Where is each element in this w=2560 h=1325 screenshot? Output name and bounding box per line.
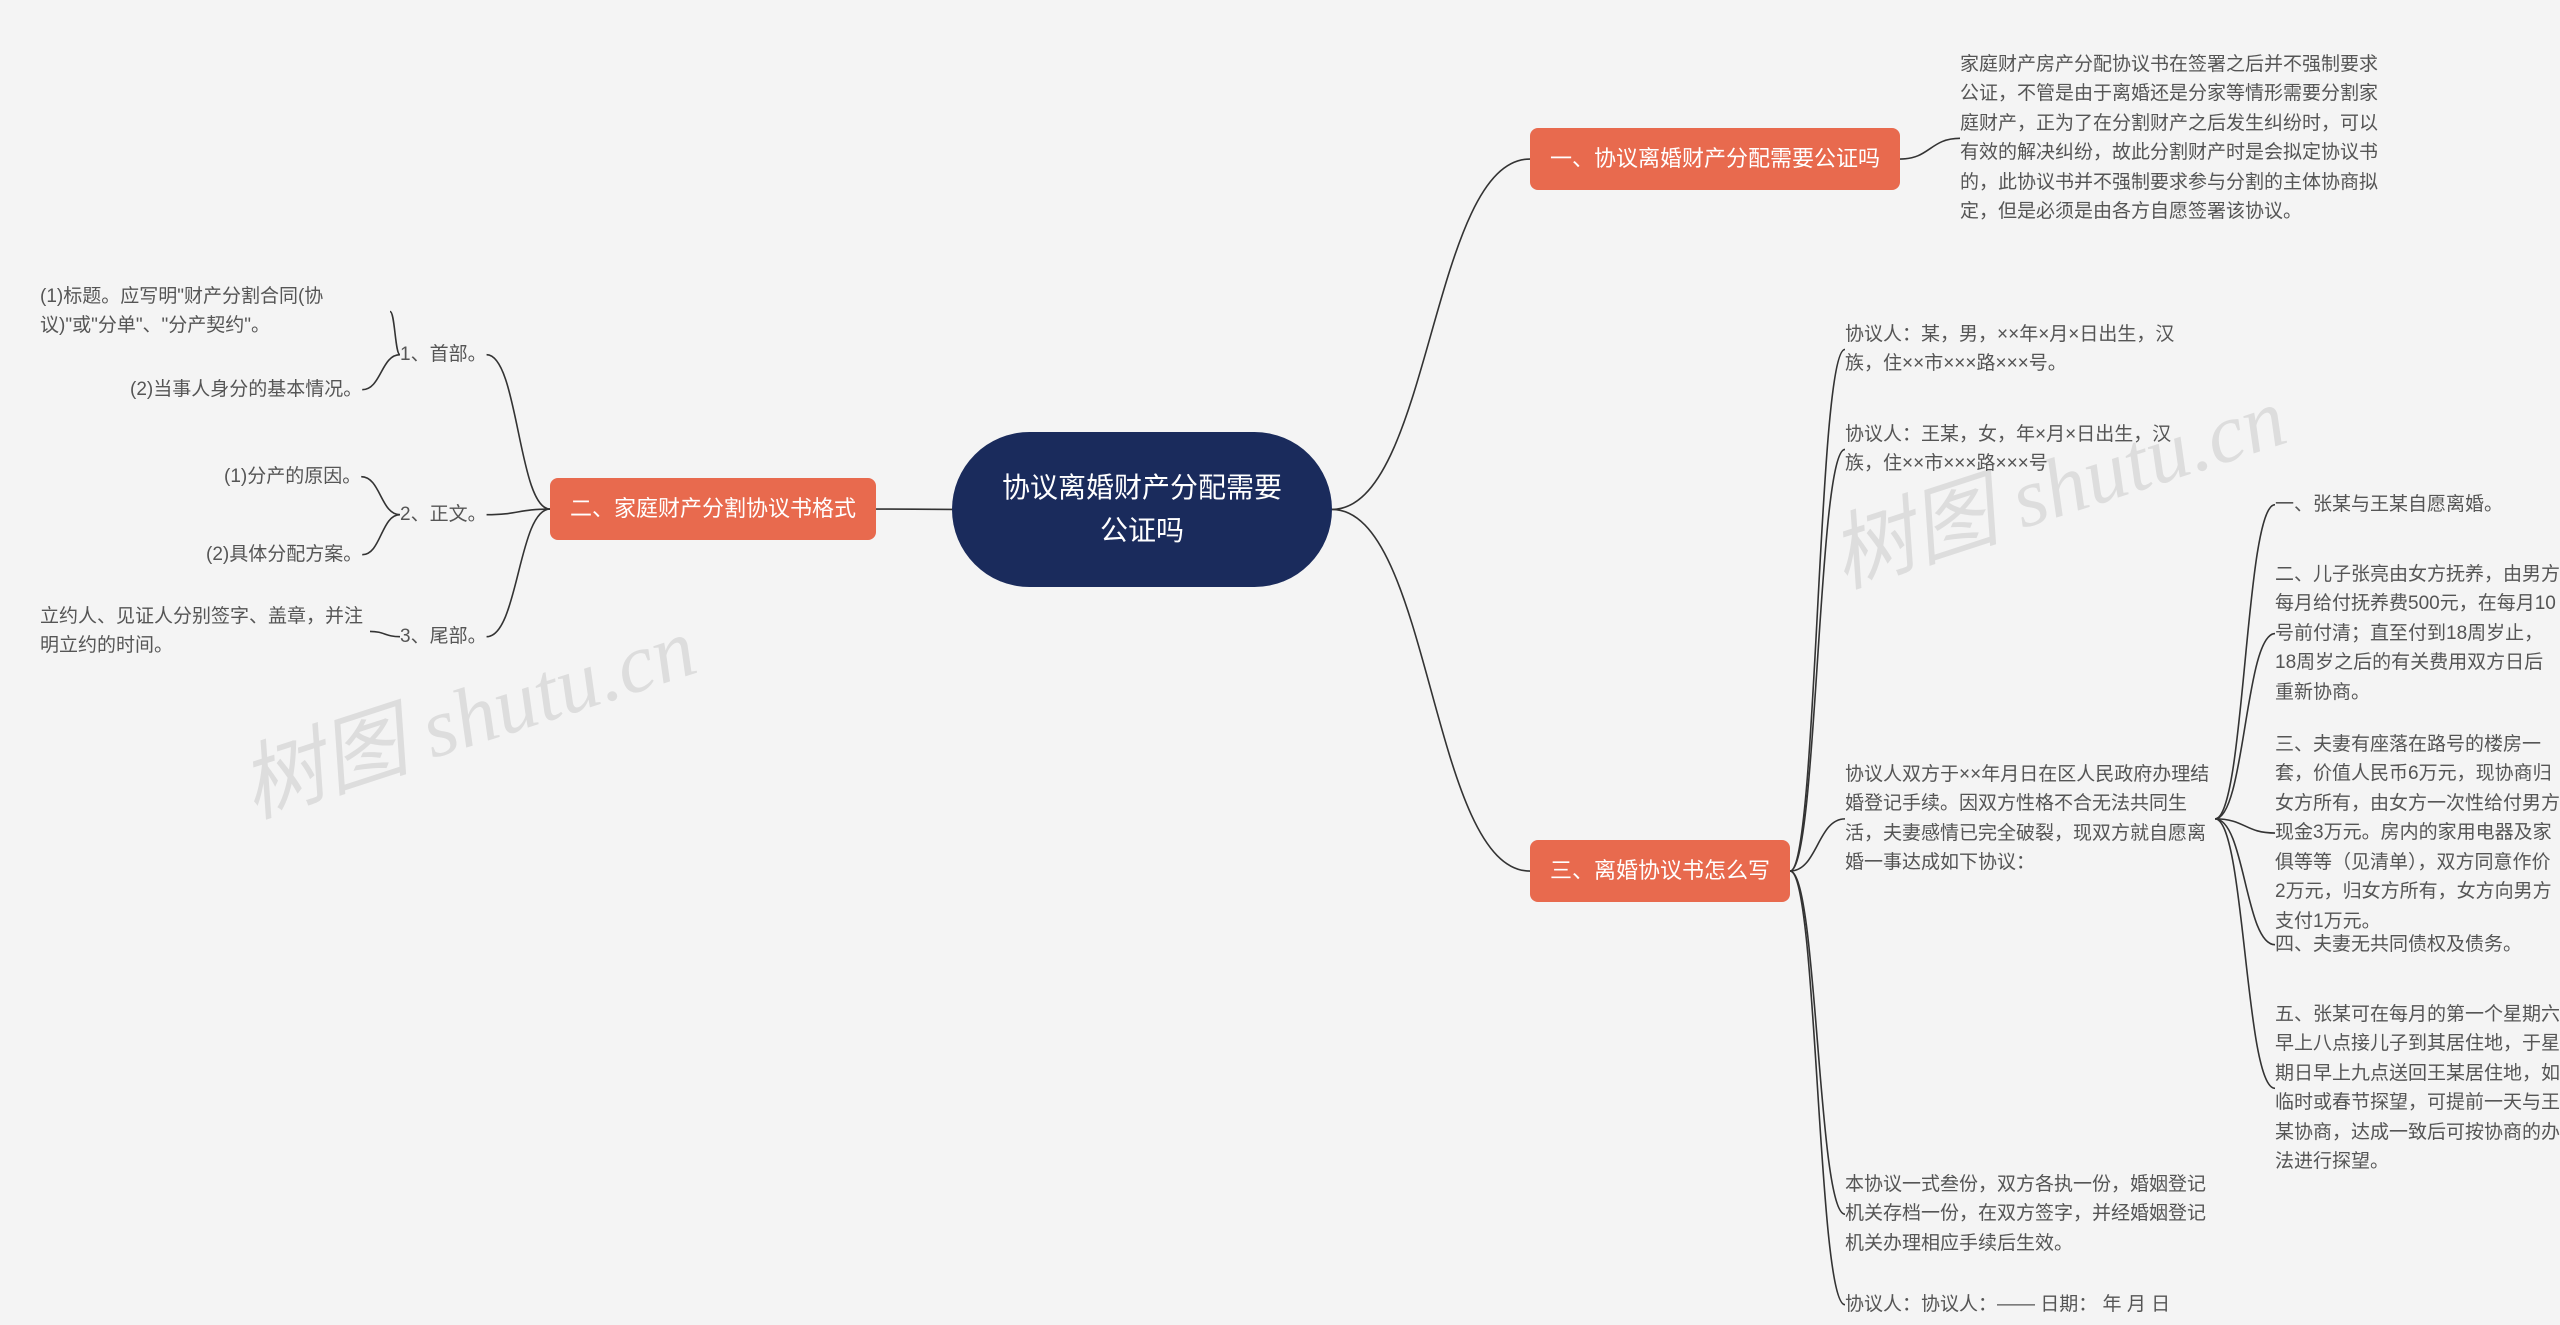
branch-3-leaf-2: 协议人双方于××年月日在区人民政府办理结婚登记手续。因双方性格不合无法共同生活，… xyxy=(1845,760,2215,878)
branch-1: 一、协议离婚财产分配需要公证吗 xyxy=(1530,128,1900,190)
branch-3-leaf-0: 协议人：某，男，××年×月×日出生，汉族，住××市×××路×××号。 xyxy=(1845,320,2205,379)
branch-2-0-leaf-1: (2)当事人身分的基本情况。 xyxy=(130,375,362,404)
branch-2-1-leaf-0: (1)分产的原因。 xyxy=(224,462,361,491)
branch-2-sub-0: 1、首部。 xyxy=(400,340,487,369)
branch-1-leaf-0: 家庭财产房产分配协议书在签署之后并不强制要求公证，不管是由于离婚还是分家等情形需… xyxy=(1960,50,2380,227)
branch-3-2-sub-4: 五、张某可在每月的第一个星期六早上八点接儿子到其居住地，于星期日早上九点送回王某… xyxy=(2275,1000,2560,1177)
branch-3-leaf-4: 协议人：协议人：—— 日期： 年 月 日 xyxy=(1845,1290,2170,1319)
branch-3-2-sub-0: 一、张某与王某自愿离婚。 xyxy=(2275,490,2503,519)
branch-2-0-leaf-0: (1)标题。应写明"财产分割合同(协议)"或"分单"、"分产契约"。 xyxy=(40,282,390,341)
branch-2-2-leaf-0: 立约人、见证人分别签字、盖章，并注明立约的时间。 xyxy=(40,602,370,661)
branch-3-leaf-1: 协议人：王某，女，年×月×日出生，汉族，住××市×××路×××号 xyxy=(1845,420,2205,479)
branch-3: 三、离婚协议书怎么写 xyxy=(1530,840,1790,902)
branch-2-sub-1: 2、正文。 xyxy=(400,500,487,529)
root-node: 协议离婚财产分配需要公证吗 xyxy=(952,432,1332,587)
branch-2-sub-2: 3、尾部。 xyxy=(400,622,487,651)
branch-2: 二、家庭财产分割协议书格式 xyxy=(550,478,876,540)
watermark-2: 树图 shutu.cn xyxy=(1813,350,2299,611)
branch-3-leaf-3: 本协议一式叁份，双方各执一份，婚姻登记机关存档一份，在双方签字，并经婚姻登记机关… xyxy=(1845,1170,2215,1258)
branch-3-2-sub-3: 四、夫妻无共同债权及债务。 xyxy=(2275,930,2522,959)
branch-2-1-leaf-1: (2)具体分配方案。 xyxy=(206,540,362,569)
branch-3-2-sub-2: 三、夫妻有座落在路号的楼房一套，价值人民币6万元，现协商归女方所有，由女方一次性… xyxy=(2275,730,2560,936)
branch-3-2-sub-1: 二、儿子张亮由女方抚养，由男方每月给付抚养费500元，在每月10号前付清；直至付… xyxy=(2275,560,2560,707)
